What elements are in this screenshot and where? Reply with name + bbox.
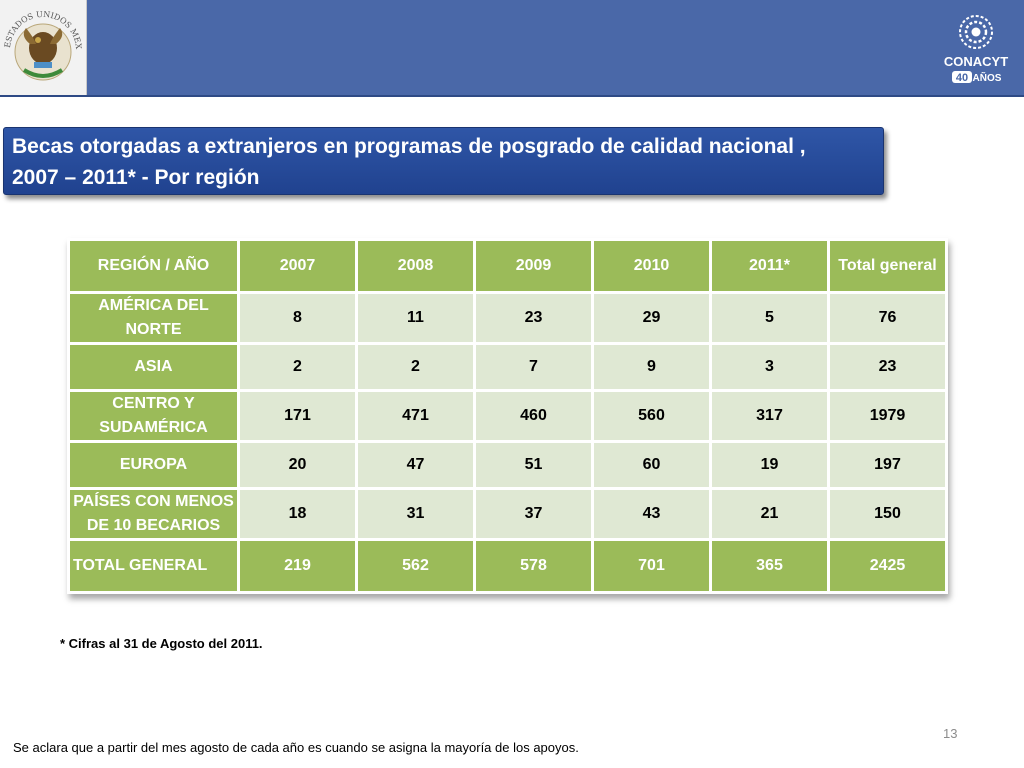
table-row: EUROPA 20 47 51 60 19 197: [70, 443, 945, 487]
value-cell: 5: [712, 294, 827, 342]
value-cell: 60: [594, 443, 709, 487]
header-2010: 2010: [594, 241, 709, 291]
value-cell: 31: [358, 490, 473, 538]
value-cell: 19: [712, 443, 827, 487]
title-line-2: 2007 – 2011* - Por región: [12, 166, 260, 189]
table-row: PAÍSES CON MENOS DE 10 BECARIOS 18 31 37…: [70, 490, 945, 538]
value-cell: 21: [712, 490, 827, 538]
conacyt-logo: CONACYT 40 AÑOS: [936, 8, 1016, 88]
title-line-1: Becas otorgadas a extranjeros en program…: [12, 135, 806, 158]
region-cell: CENTRO Y SUDAMÉRICA: [70, 392, 237, 440]
table-row: CENTRO Y SUDAMÉRICA 171 471 460 560 317 …: [70, 392, 945, 440]
svg-text:AÑOS: AÑOS: [973, 71, 1002, 84]
header-total: Total general: [830, 241, 945, 291]
slide-title: Becas otorgadas a extranjeros en program…: [3, 127, 884, 195]
value-cell: 7: [476, 345, 591, 389]
value-cell: 29: [594, 294, 709, 342]
value-cell: 317: [712, 392, 827, 440]
table-row: AMÉRICA DEL NORTE 8 11 23 29 5 76: [70, 294, 945, 342]
value-cell: 11: [358, 294, 473, 342]
total-row: TOTAL GENERAL 219 562 578 701 365 2425: [70, 541, 945, 591]
total-label-cell: TOTAL GENERAL: [70, 541, 237, 591]
value-cell: 20: [240, 443, 355, 487]
total-value-cell: 2425: [830, 541, 945, 591]
value-cell: 2: [358, 345, 473, 389]
total-value-cell: 365: [712, 541, 827, 591]
value-cell: 37: [476, 490, 591, 538]
value-cell: 1979: [830, 392, 945, 440]
page-number: 13: [943, 726, 958, 741]
table-header-row: REGIÓN / AÑO 2007 2008 2009 2010 2011* T…: [70, 241, 945, 291]
value-cell: 150: [830, 490, 945, 538]
value-cell: 3: [712, 345, 827, 389]
value-cell: 76: [830, 294, 945, 342]
header-2011: 2011*: [712, 241, 827, 291]
header-2008: 2008: [358, 241, 473, 291]
header-bar: ESTADOS UNIDOS MEXICANOS CONACYT 40 AÑOS: [0, 0, 1024, 97]
total-value-cell: 701: [594, 541, 709, 591]
value-cell: 2: [240, 345, 355, 389]
value-cell: 43: [594, 490, 709, 538]
becas-table: REGIÓN / AÑO 2007 2008 2009 2010 2011* T…: [67, 238, 948, 594]
value-cell: 51: [476, 443, 591, 487]
value-cell: 47: [358, 443, 473, 487]
footnote: * Cifras al 31 de Agosto del 2011.: [60, 636, 263, 651]
region-cell: PAÍSES CON MENOS DE 10 BECARIOS: [70, 490, 237, 538]
footer-text: Se aclara que a partir del mes agosto de…: [13, 740, 579, 755]
value-cell: 171: [240, 392, 355, 440]
value-cell: 471: [358, 392, 473, 440]
region-cell: EUROPA: [70, 443, 237, 487]
mexico-seal-logo: ESTADOS UNIDOS MEXICANOS: [0, 0, 87, 95]
header-2007: 2007: [240, 241, 355, 291]
value-cell: 560: [594, 392, 709, 440]
value-cell: 197: [830, 443, 945, 487]
value-cell: 460: [476, 392, 591, 440]
header-region: REGIÓN / AÑO: [70, 241, 237, 291]
total-value-cell: 578: [476, 541, 591, 591]
svg-text:40: 40: [956, 72, 968, 84]
value-cell: 23: [476, 294, 591, 342]
value-cell: 23: [830, 345, 945, 389]
total-value-cell: 219: [240, 541, 355, 591]
header-2009: 2009: [476, 241, 591, 291]
value-cell: 8: [240, 294, 355, 342]
table-row: ASIA 2 2 7 9 3 23: [70, 345, 945, 389]
value-cell: 18: [240, 490, 355, 538]
value-cell: 9: [594, 345, 709, 389]
region-cell: AMÉRICA DEL NORTE: [70, 294, 237, 342]
region-cell: ASIA: [70, 345, 237, 389]
total-value-cell: 562: [358, 541, 473, 591]
svg-text:CONACYT: CONACYT: [944, 54, 1008, 69]
